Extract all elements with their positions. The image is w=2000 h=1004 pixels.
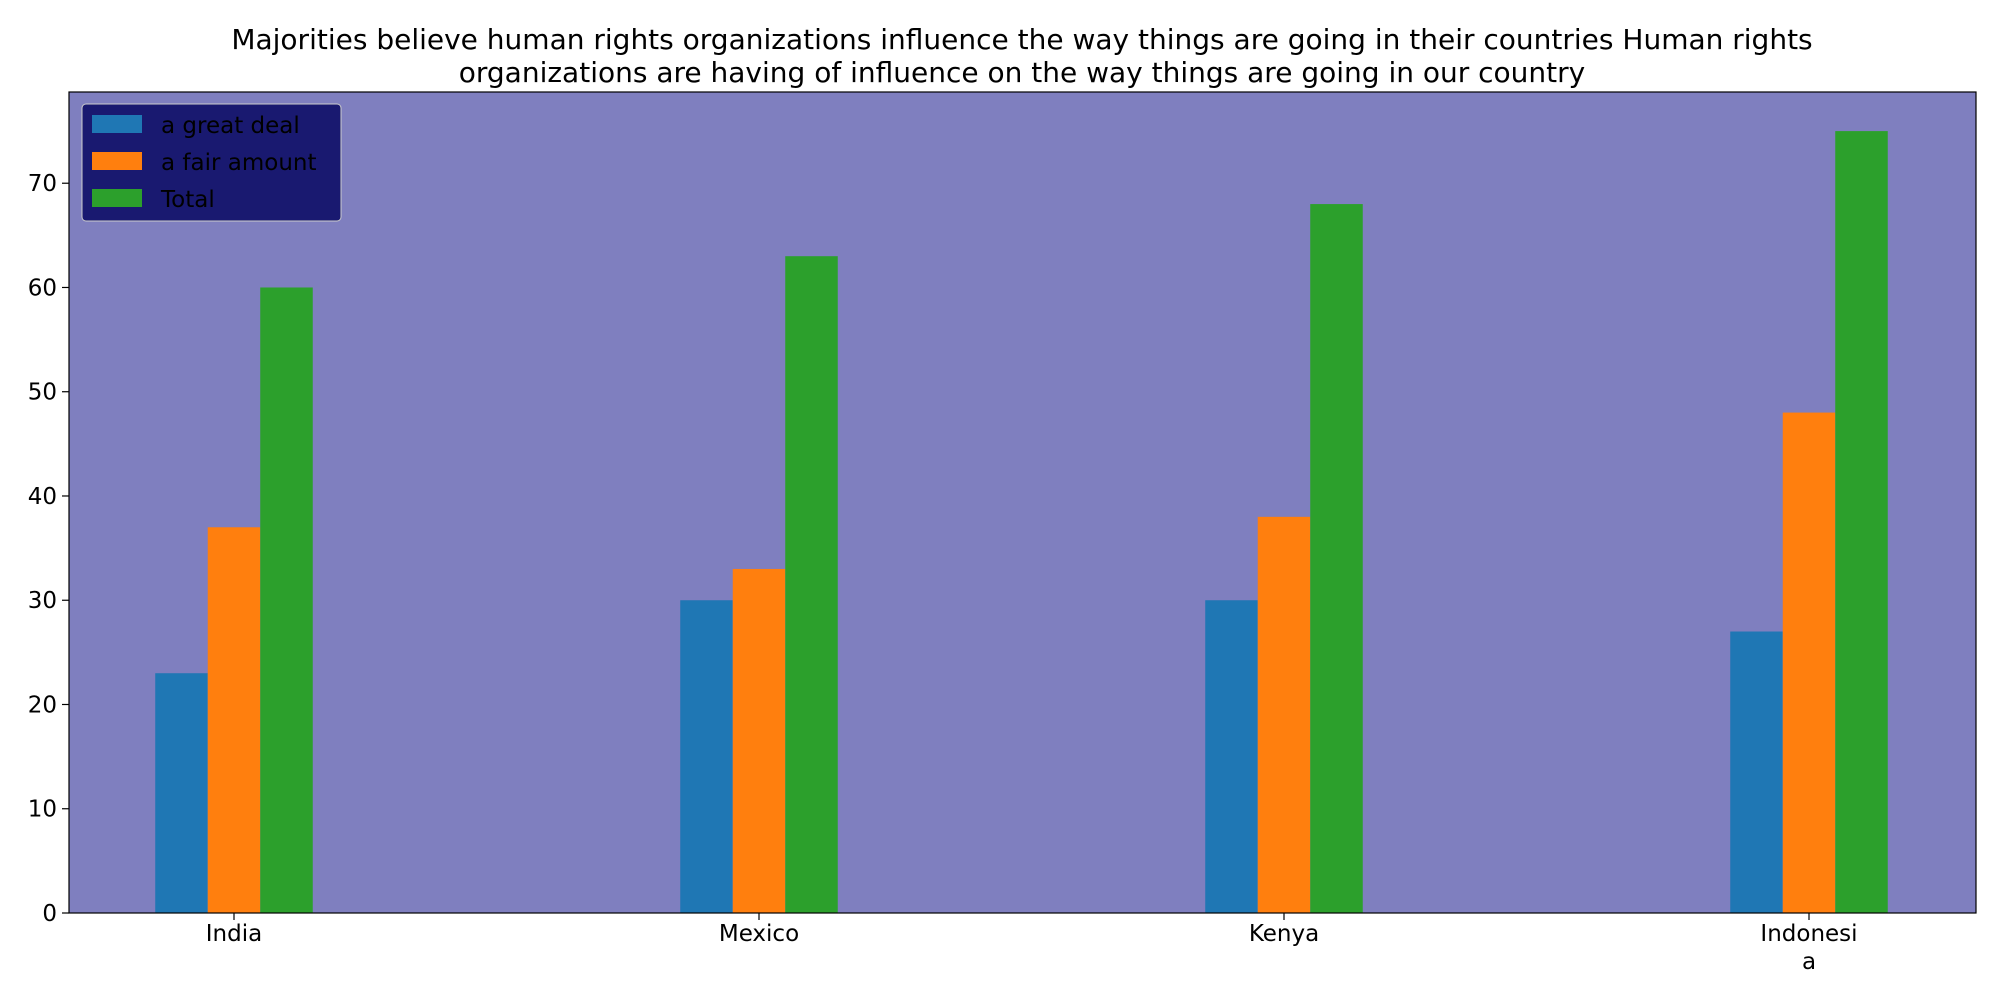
legend: a great deal a fair amount Total: [81, 103, 342, 222]
bar-total-india: [260, 287, 313, 913]
legend-swatch: [92, 152, 142, 170]
y-tick-label: 40: [28, 484, 57, 510]
y-tick-label: 60: [28, 275, 57, 301]
x-tick-label: Kenya: [1249, 921, 1319, 947]
legend-label: a fair amount: [161, 150, 317, 176]
bar-a-fair-amount-kenya: [1257, 516, 1311, 913]
bar-a-great-deal-kenya: [1205, 600, 1258, 913]
bar-a-great-deal-indonesia: [1730, 631, 1783, 913]
y-tick-label: 0: [42, 901, 57, 927]
bar-a-great-deal-mexico: [680, 600, 733, 913]
y-tick-label: 70: [28, 171, 57, 197]
legend-label: Total: [160, 187, 215, 213]
legend-box: [81, 103, 342, 222]
plot-frame: [68, 91, 1977, 914]
x-tick-label: India: [206, 921, 262, 947]
bar-a-great-deal-india: [155, 673, 208, 913]
legend-swatch: [92, 115, 142, 133]
y-tick-label: 20: [28, 692, 57, 718]
bar-total-indonesia: [1835, 131, 1888, 914]
chart-title-line: Majorities believe human rights organiza…: [231, 23, 1812, 56]
bar-total-kenya: [1310, 204, 1363, 914]
plot-area: [69, 92, 1976, 913]
bars: [155, 131, 1888, 914]
bar-a-fair-amount-india: [207, 527, 261, 913]
x-tick-label: Mexico: [719, 921, 799, 947]
y-tick-label: 30: [28, 588, 57, 614]
x-tick-label: Indonesi: [1760, 921, 1857, 947]
bar-total-mexico: [785, 256, 838, 913]
legend-label: a great deal: [161, 113, 300, 139]
chart-title: Majorities believe human rights organiza…: [231, 23, 1812, 89]
y-axis: 0 10 20 30 40 50 60 70: [28, 171, 69, 927]
x-tick-label: a: [1802, 949, 1816, 975]
y-tick-label: 10: [28, 797, 57, 823]
bar-a-fair-amount-mexico: [732, 568, 786, 913]
legend-swatch: [92, 189, 142, 207]
chart-title-line: organizations are having of influence on…: [459, 56, 1585, 89]
y-tick-label: 50: [28, 380, 57, 406]
bar-a-fair-amount-indonesia: [1782, 412, 1836, 913]
